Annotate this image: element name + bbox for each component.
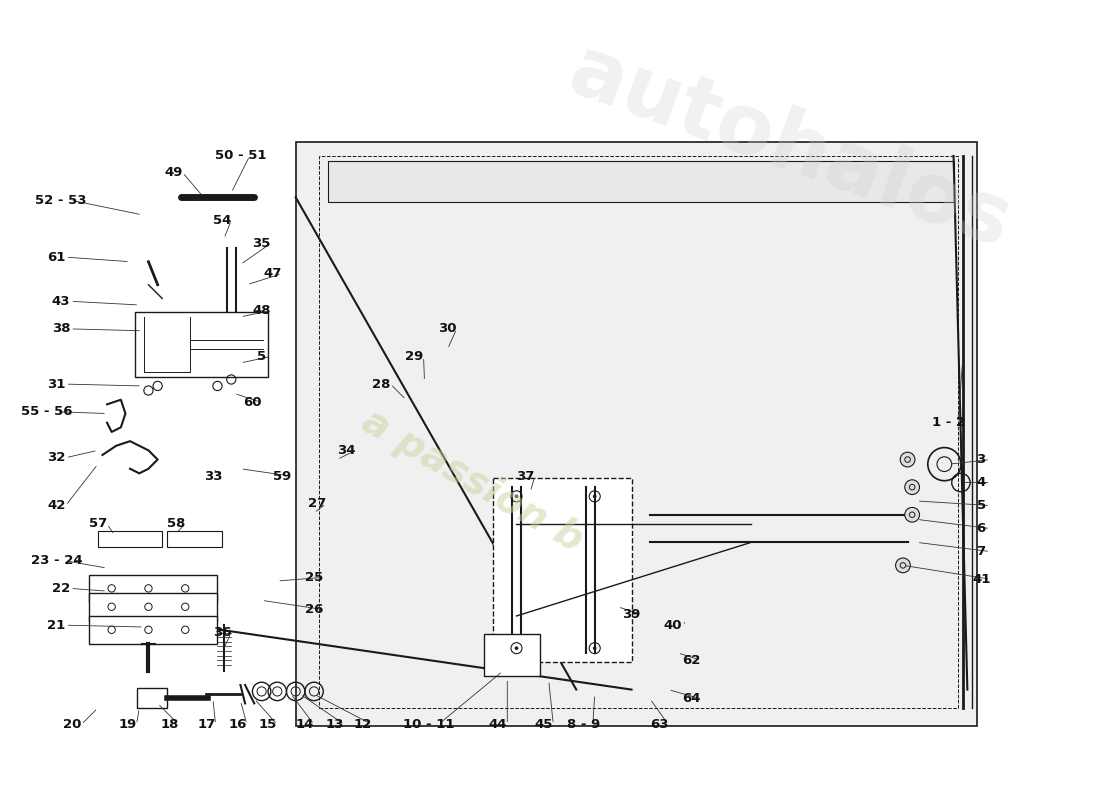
Text: 8 - 9: 8 - 9 [566, 718, 601, 731]
Polygon shape [494, 478, 631, 662]
Text: 32: 32 [47, 451, 66, 464]
Text: 48: 48 [252, 304, 271, 317]
Text: 29: 29 [405, 350, 424, 363]
Text: 19: 19 [118, 718, 136, 731]
Text: 5: 5 [977, 499, 986, 512]
Text: 39: 39 [623, 608, 640, 621]
Text: 41: 41 [972, 573, 990, 586]
Text: 20: 20 [63, 718, 81, 731]
Text: a passion b: a passion b [355, 402, 591, 559]
Circle shape [895, 558, 911, 573]
Text: 1 - 2: 1 - 2 [933, 416, 966, 430]
Text: 62: 62 [682, 654, 701, 666]
Text: 12: 12 [354, 718, 372, 731]
Circle shape [905, 507, 920, 522]
Text: 6: 6 [977, 522, 986, 535]
Text: 31: 31 [47, 378, 66, 390]
Text: 34: 34 [337, 444, 355, 457]
Text: 16: 16 [229, 718, 246, 731]
Text: 64: 64 [682, 692, 701, 706]
Polygon shape [167, 531, 222, 547]
Text: 43: 43 [52, 294, 70, 308]
Text: 38: 38 [52, 322, 70, 335]
Text: 21: 21 [47, 618, 66, 632]
Text: 45: 45 [535, 718, 553, 731]
Polygon shape [98, 531, 162, 547]
Text: 18: 18 [161, 718, 179, 731]
Text: 57: 57 [89, 518, 107, 530]
Text: 15: 15 [258, 718, 277, 731]
Text: 5: 5 [257, 350, 266, 363]
Text: 23 - 24: 23 - 24 [31, 554, 82, 567]
Text: 33: 33 [204, 470, 222, 482]
Circle shape [593, 494, 596, 498]
Circle shape [515, 646, 518, 650]
Text: 4: 4 [977, 476, 986, 489]
Text: 63: 63 [650, 718, 669, 731]
Text: 42: 42 [47, 499, 66, 512]
Text: 10 - 11: 10 - 11 [404, 718, 454, 731]
Text: 30: 30 [438, 322, 456, 335]
Text: 25: 25 [305, 571, 323, 584]
Polygon shape [138, 688, 167, 708]
Text: 26: 26 [305, 603, 323, 616]
Text: 40: 40 [663, 618, 682, 632]
Text: 36: 36 [212, 626, 231, 639]
Circle shape [905, 480, 920, 494]
Polygon shape [89, 616, 218, 643]
Text: 59: 59 [273, 470, 292, 482]
Polygon shape [89, 574, 218, 602]
Text: 47: 47 [264, 267, 282, 280]
Text: 7: 7 [977, 545, 986, 558]
Text: 14: 14 [296, 718, 315, 731]
Text: 22: 22 [52, 582, 70, 595]
Text: 27: 27 [308, 498, 326, 510]
Text: 49: 49 [164, 166, 183, 179]
Text: 50 - 51: 50 - 51 [214, 150, 266, 162]
Text: 13: 13 [326, 718, 344, 731]
Circle shape [515, 494, 518, 498]
Text: 58: 58 [167, 518, 185, 530]
Text: autohalos: autohalos [558, 30, 1022, 265]
Polygon shape [484, 634, 539, 676]
Text: 55 - 56: 55 - 56 [22, 406, 73, 418]
Text: 17: 17 [197, 718, 216, 731]
Text: 3: 3 [977, 453, 986, 466]
Polygon shape [328, 161, 954, 202]
Polygon shape [89, 593, 218, 621]
Polygon shape [296, 142, 977, 726]
Text: 52 - 53: 52 - 53 [35, 194, 87, 206]
Polygon shape [134, 312, 268, 377]
Text: 37: 37 [517, 470, 535, 482]
Text: 44: 44 [488, 718, 507, 731]
Circle shape [900, 452, 915, 467]
Text: 60: 60 [243, 396, 262, 409]
Text: 61: 61 [47, 250, 66, 264]
Circle shape [593, 646, 596, 650]
Text: 35: 35 [252, 237, 271, 250]
Text: 28: 28 [372, 378, 390, 390]
Text: 54: 54 [213, 214, 231, 227]
